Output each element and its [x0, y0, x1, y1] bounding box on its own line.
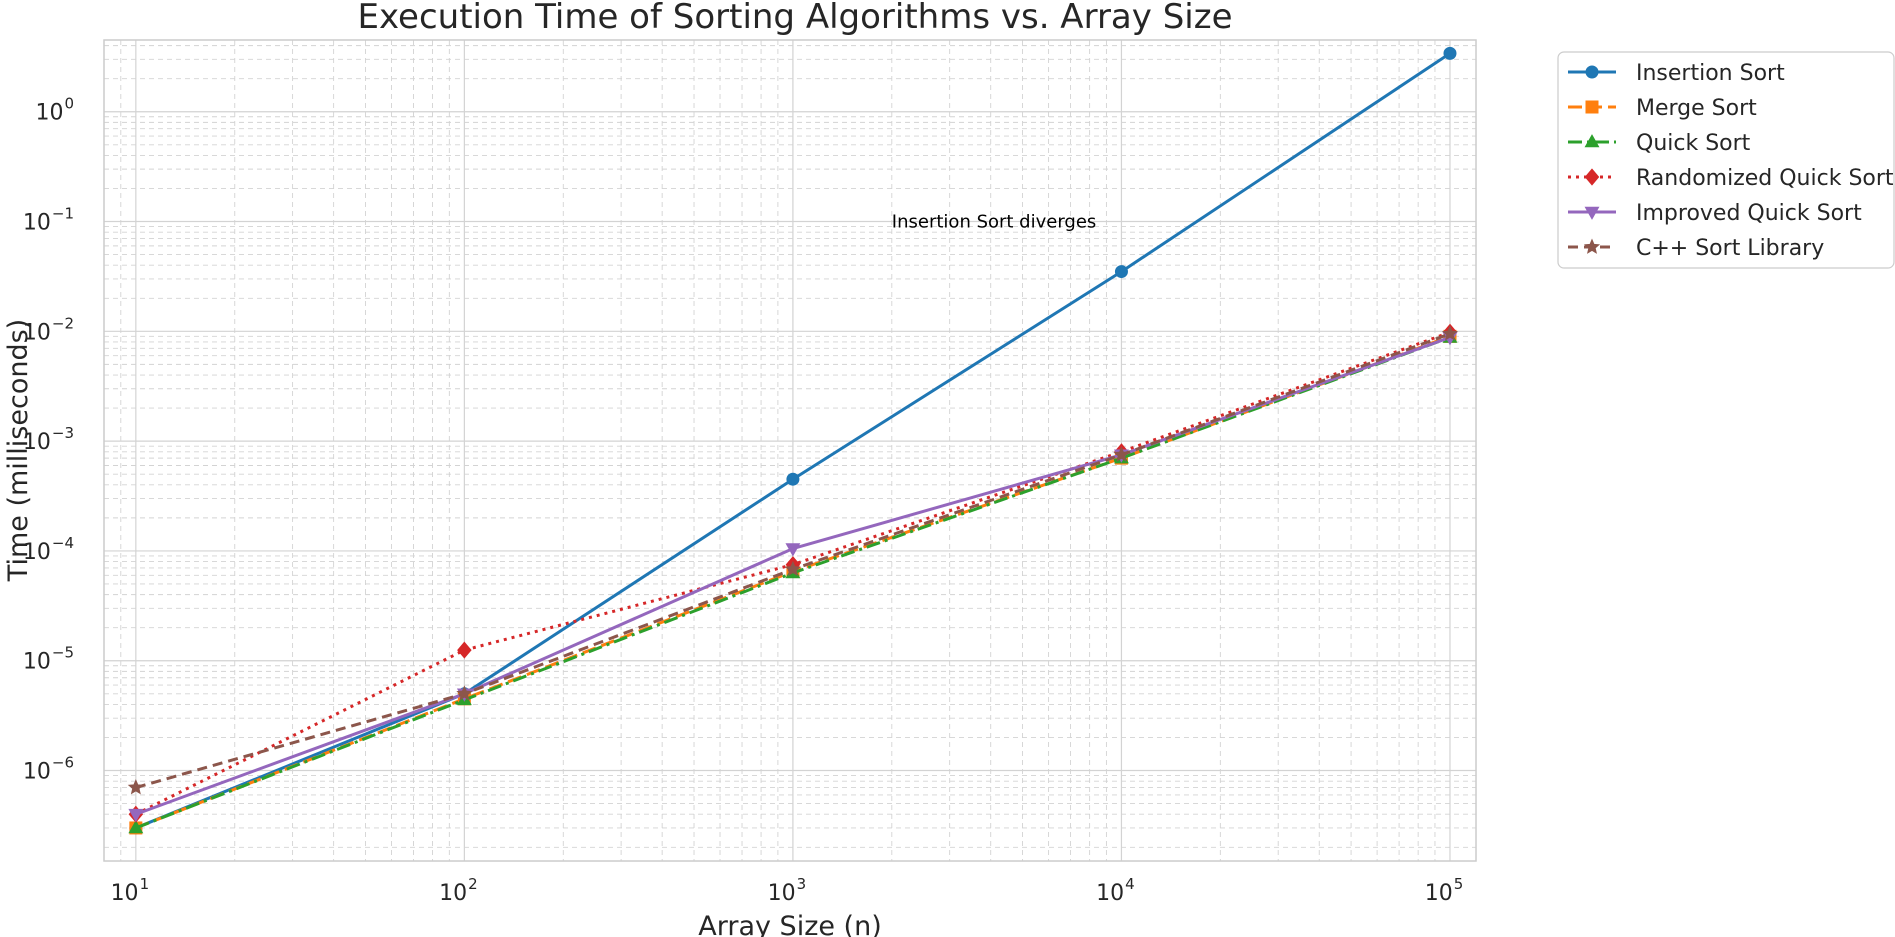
data-point — [1114, 265, 1128, 279]
y-tick-label: 10−6 — [23, 754, 74, 785]
y-axis-label: Time (milliseconds) — [3, 319, 34, 582]
y-tick-label: 100 — [35, 95, 74, 126]
x-tick-label: 102 — [439, 875, 478, 906]
data-point — [128, 808, 144, 823]
x-tick-label: 104 — [1096, 875, 1135, 906]
data-point — [1443, 46, 1457, 60]
annotations: Insertion Sort diverges — [892, 212, 1097, 233]
data-point — [786, 472, 800, 486]
data-point — [785, 543, 801, 557]
plot-area-frame — [103, 39, 1477, 862]
series-c-sort-library — [127, 325, 1459, 795]
legend-label: Improved Quick Sort — [1636, 201, 1862, 226]
legend-marker — [1584, 168, 1600, 186]
x-tick-label: 101 — [111, 875, 150, 906]
legend: Insertion Sort Merge Sort Quick Sort Random… — [1557, 51, 1895, 269]
series-layer — [127, 46, 1459, 835]
legend-item: Quick Sort — [1568, 131, 1751, 156]
legend-item: Improved Quick Sort — [1568, 201, 1862, 226]
data-point — [127, 779, 144, 795]
legend-marker — [1585, 100, 1599, 114]
legend-frame — [1557, 51, 1895, 269]
chart-title: Execution Time of Sorting Algorithms vs.… — [358, 0, 1233, 37]
legend-marker — [1583, 238, 1601, 254]
x-tick-label: 105 — [1425, 875, 1464, 906]
tick-labels: 101 102 103 104 10510−610−510−410−310−210−11… — [23, 95, 1463, 906]
legend-label: Quick Sort — [1636, 131, 1751, 156]
legend-item: Insertion Sort — [1568, 61, 1785, 86]
legend-label: Insertion Sort — [1636, 61, 1785, 86]
y-tick-label: 10−2 — [23, 314, 74, 345]
legend-label: C++ Sort Library — [1636, 236, 1824, 261]
data-point — [456, 685, 473, 701]
x-tick-label: 103 — [768, 875, 807, 906]
legend-item: Randomized Quick Sort — [1568, 166, 1894, 191]
grid — [103, 40, 1476, 861]
legend-marker — [1585, 65, 1599, 79]
legend-marker — [1584, 134, 1600, 148]
x-axis-label: Array Size (n) — [698, 911, 882, 937]
legend-label: Merge Sort — [1636, 96, 1757, 121]
data-point — [457, 641, 472, 659]
data-point — [1113, 446, 1130, 462]
y-tick-label: 10−5 — [23, 644, 74, 675]
legend-label: Randomized Quick Sort — [1636, 166, 1894, 191]
data-point — [128, 820, 144, 834]
data-point — [784, 560, 801, 577]
data-point — [1441, 325, 1459, 341]
legend-item: C++ Sort Library — [1568, 236, 1824, 261]
y-tick-label: 10−1 — [23, 205, 74, 236]
legend-marker — [1584, 206, 1600, 220]
legend-item: Merge Sort — [1568, 96, 1757, 121]
annotation-text: Insertion Sort diverges — [892, 212, 1097, 233]
